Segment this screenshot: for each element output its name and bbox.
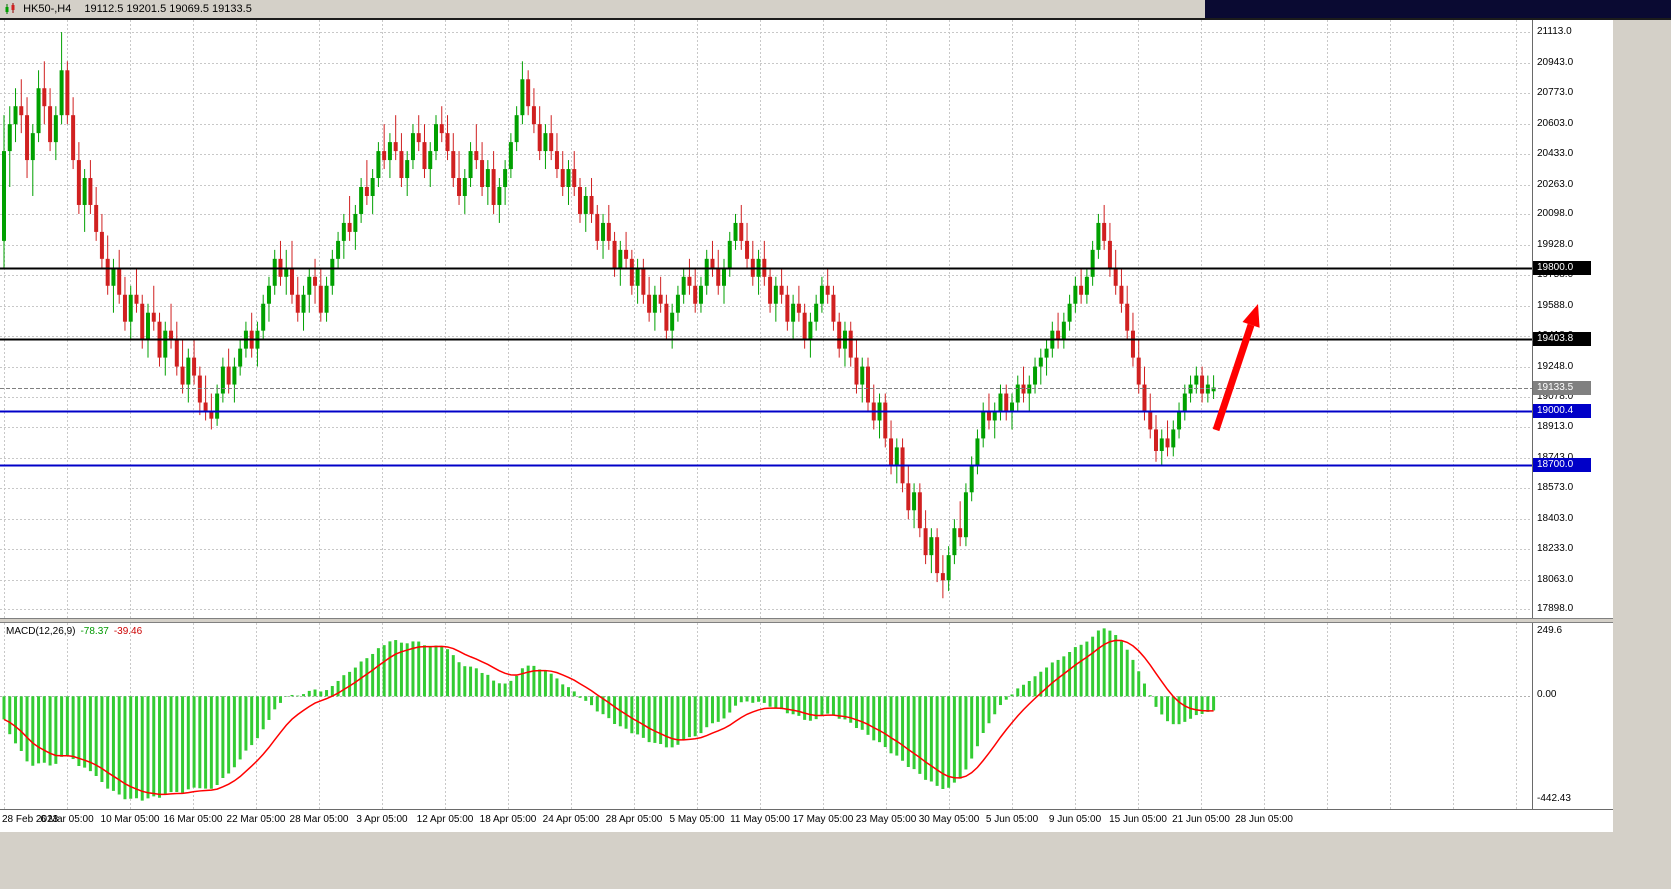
top-bar-dark-segment [1205, 0, 1671, 18]
time-axis[interactable]: 28 Feb 2023 6 Mar 05:00 10 Mar 05:00 16 Mar… [0, 809, 1613, 832]
price-tick-label: 18063.0 [1537, 573, 1574, 585]
macd-scale[interactable]: 249.6 0.00 -442.43 [1532, 623, 1613, 809]
price-tick-label: 18233.0 [1537, 543, 1574, 555]
time-axis-label: 18 Apr 05:00 [479, 814, 537, 825]
candles [2, 32, 1216, 599]
price-tick-label: 20098.0 [1537, 208, 1574, 220]
price-tick-label: 20603.0 [1537, 117, 1574, 129]
price-tick-label: 20433.0 [1537, 148, 1574, 160]
price-tick-label: 18743.0 [1537, 451, 1574, 463]
time-axis-label: 9 Jun 05:00 [1048, 814, 1102, 825]
macd-signal-value: -39.46 [113, 626, 143, 637]
price-tick-label: 19588.0 [1537, 299, 1574, 311]
time-axis-label: 15 Jun 05:00 [1109, 814, 1167, 825]
time-axis-label: 21 Jun 05:00 [1172, 814, 1230, 825]
time-axis-label: 5 May 05:00 [669, 814, 725, 825]
ohlc-values: 19112.5 19201.5 19069.5 19133.5 [84, 3, 252, 15]
candlestick-chart-surface[interactable] [0, 20, 1532, 618]
macd-grid [4, 623, 1517, 809]
time-axis-label: 23 May 05:00 [855, 814, 917, 825]
macd-name: MACD(12,26,9) [6, 626, 76, 637]
chart-title-bar: HK50-,H4 19112.5 19201.5 19069.5 19133.5 [0, 0, 1671, 20]
price-tick-label: 19078.0 [1537, 391, 1574, 403]
time-axis-label: 30 May 05:00 [918, 814, 980, 825]
price-tick-label: 18573.0 [1537, 482, 1574, 494]
time-axis-label: 16 Mar 05:00 [163, 814, 223, 825]
time-axis-label: 28 Mar 05:00 [289, 814, 349, 825]
price-tick-label: 18913.0 [1537, 421, 1574, 433]
time-axis-label: 5 Jun 05:00 [985, 814, 1039, 825]
time-axis-label: 6 Mar 05:00 [40, 814, 94, 825]
macd-panel[interactable]: MACD(12,26,9) -78.37 -39.46 [0, 623, 1532, 809]
time-axis-label: 28 Apr 05:00 [605, 814, 663, 825]
price-level-badge: 19000.4 [1533, 404, 1591, 419]
price-levels[interactable] [0, 267, 1532, 467]
panel-separator[interactable] [0, 618, 1613, 623]
macd-indicator-label: MACD(12,26,9) -78.37 -39.46 [6, 626, 142, 637]
time-axis-label: 24 Apr 05:00 [542, 814, 600, 825]
time-axis-label: 17 May 05:00 [792, 814, 854, 825]
macd-signal-line [3, 639, 1214, 796]
price-tick-label: 19928.0 [1537, 238, 1574, 250]
price-tick-label: 20943.0 [1537, 56, 1574, 68]
price-tick-label: 19758.0 [1537, 269, 1574, 281]
time-axis-label: 10 Mar 05:00 [100, 814, 160, 825]
price-tick-label: 21113.0 [1537, 26, 1572, 38]
symbol-timeframe-label: HK50-,H4 [23, 3, 72, 15]
macd-histogram [2, 628, 1216, 801]
macd-chart-surface[interactable] [0, 623, 1532, 809]
macd-main-value: -78.37 [80, 626, 109, 637]
price-level-badge: 19403.8 [1533, 331, 1591, 346]
price-level-badge: 19133.5 [1533, 380, 1591, 395]
time-axis-label: 28 Jun 05:00 [1235, 814, 1293, 825]
macd-tick-label: 249.6 [1537, 625, 1563, 636]
price-tick-label: 20263.0 [1537, 178, 1574, 190]
time-axis-label: 11 May 05:00 [730, 814, 790, 825]
trend-arrow-annotation[interactable] [1212, 304, 1260, 432]
price-tick-label: 17898.0 [1537, 603, 1574, 615]
price-level-badge: 19800.0 [1533, 260, 1591, 275]
main-chart-panel[interactable] [0, 20, 1532, 618]
time-axis-label: 22 Mar 05:00 [226, 814, 286, 825]
price-scale[interactable]: 21113.0 20943.0 20773.0 20603.0 20433.0 20263… [1532, 20, 1613, 618]
price-tick-label: 18403.0 [1537, 512, 1574, 524]
price-level-badge: 18700.0 [1533, 458, 1591, 473]
macd-tick-label: 0.00 [1537, 689, 1557, 701]
main-grid [0, 20, 1532, 618]
time-axis-label: 12 Apr 05:00 [416, 814, 474, 825]
macd-tick-label: -442.43 [1537, 793, 1571, 804]
price-tick-label: 20773.0 [1537, 87, 1574, 99]
time-axis-label: 28 Feb 2023 [2, 814, 59, 825]
candlestick-icon [4, 3, 16, 15]
time-axis-label: 3 Apr 05:00 [356, 814, 408, 825]
price-tick-label: 19248.0 [1537, 360, 1574, 372]
